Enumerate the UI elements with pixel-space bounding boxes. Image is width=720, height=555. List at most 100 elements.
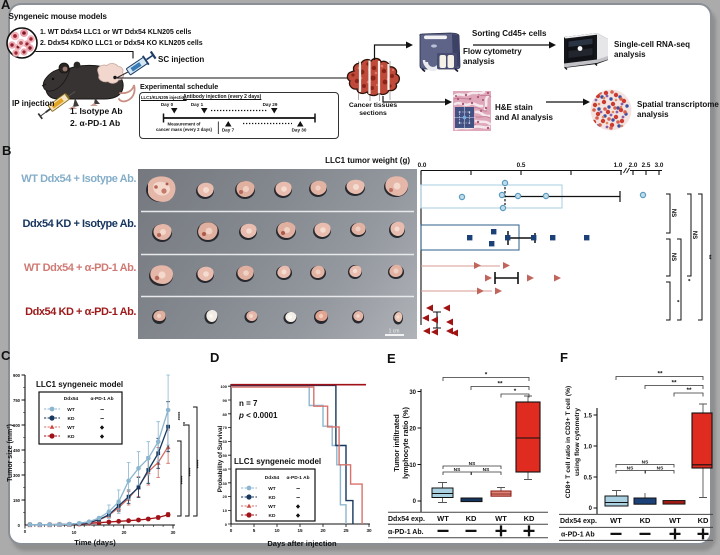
svg-text:450: 450 xyxy=(13,448,21,453)
svg-text:30: 30 xyxy=(223,481,228,486)
svg-text:****: **** xyxy=(177,476,183,485)
svg-text:**: ** xyxy=(179,422,185,427)
svg-text:NS: NS xyxy=(657,466,664,472)
svg-text:using flow cytometry: using flow cytometry xyxy=(574,408,581,476)
svg-text:Ddx54: Ddx54 xyxy=(265,475,280,481)
svg-text:30: 30 xyxy=(409,390,416,396)
svg-text:****: **** xyxy=(193,460,199,469)
svg-text:LLC1 syngeneic model: LLC1 syngeneic model xyxy=(234,457,321,466)
svg-text:150: 150 xyxy=(13,498,21,503)
svg-text:0: 0 xyxy=(24,529,27,534)
svg-text:Time (days): Time (days) xyxy=(74,538,116,547)
svg-text:NS: NS xyxy=(670,253,676,261)
svg-text:WT: WT xyxy=(610,516,622,525)
svg-text:1.0: 1.0 xyxy=(614,162,623,169)
svg-text:0: 0 xyxy=(413,499,417,505)
svg-text:10: 10 xyxy=(72,530,77,535)
svg-text:0: 0 xyxy=(589,506,593,512)
svg-text:NS: NS xyxy=(454,467,461,473)
svg-text:2.5: 2.5 xyxy=(642,162,651,169)
svg-text:Day 30: Day 30 xyxy=(292,128,307,133)
svg-text:1.0: 1.0 xyxy=(584,445,593,451)
svg-text:**: ** xyxy=(657,371,663,378)
svg-text:NS: NS xyxy=(691,231,697,239)
svg-text:0.5: 0.5 xyxy=(584,476,593,482)
svg-text:Ddx54: Ddx54 xyxy=(64,396,79,402)
svg-text:NS: NS xyxy=(627,466,634,472)
svg-text:20: 20 xyxy=(223,494,228,499)
svg-text:3.0: 3.0 xyxy=(655,162,664,169)
svg-text:30: 30 xyxy=(171,530,176,535)
svg-text:900: 900 xyxy=(13,373,21,378)
svg-text:0: 0 xyxy=(18,523,21,528)
svg-text:30: 30 xyxy=(366,528,372,533)
svg-text:−: − xyxy=(296,486,300,493)
svg-text:**: ** xyxy=(705,255,711,260)
svg-text:KD: KD xyxy=(640,516,651,525)
svg-text:**: ** xyxy=(671,380,677,387)
svg-text:50: 50 xyxy=(223,453,228,458)
svg-text:lymphocyte ratio (%): lymphocyte ratio (%) xyxy=(401,407,410,479)
svg-text:**: ** xyxy=(686,387,692,394)
svg-text:Days after injection: Days after injection xyxy=(267,539,337,548)
svg-text:**: ** xyxy=(497,381,503,388)
svg-text:Day 7: Day 7 xyxy=(222,128,235,133)
svg-text:****: **** xyxy=(185,468,191,477)
svg-text:80: 80 xyxy=(223,412,228,417)
svg-text:10: 10 xyxy=(409,463,416,469)
svg-text:α-PD-1 Ab.: α-PD-1 Ab. xyxy=(388,529,424,536)
svg-text:Day 1: Day 1 xyxy=(191,102,204,107)
svg-text:Day 29: Day 29 xyxy=(263,102,278,107)
svg-text:KD: KD xyxy=(68,434,75,440)
svg-text:WT: WT xyxy=(268,486,276,492)
svg-text:600: 600 xyxy=(13,423,21,428)
svg-text:KD: KD xyxy=(524,514,535,523)
svg-text:*: * xyxy=(684,279,690,282)
svg-text:0.0: 0.0 xyxy=(418,162,427,169)
svg-text:−: − xyxy=(100,416,104,423)
svg-text:1.5: 1.5 xyxy=(584,414,593,420)
svg-text:750: 750 xyxy=(13,398,21,403)
svg-text:p < 0.0001: p < 0.0001 xyxy=(238,411,278,420)
svg-text:Ddx54 exp.: Ddx54 exp. xyxy=(560,518,597,525)
svg-text:Probability of Survival: Probability of Survival xyxy=(217,426,224,493)
svg-text:NS: NS xyxy=(642,460,649,466)
svg-text:n = 7: n = 7 xyxy=(239,399,258,408)
svg-text:CD8+ T cell ratio in CD3+ T ce: CD8+ T cell ratio in CD3+ T cell (%) xyxy=(565,386,572,499)
svg-text:−: − xyxy=(100,407,104,414)
svg-text:20: 20 xyxy=(409,427,416,433)
svg-text:−: − xyxy=(296,495,300,502)
svg-text:0: 0 xyxy=(230,528,233,533)
svg-text:70: 70 xyxy=(223,425,228,430)
svg-text:****: **** xyxy=(174,412,180,421)
svg-text:NS: NS xyxy=(483,467,490,473)
svg-text:α-PD-1 Ab: α-PD-1 Ab xyxy=(90,396,113,402)
svg-text:20: 20 xyxy=(320,528,326,533)
svg-text:KD: KD xyxy=(68,416,75,422)
svg-text:WT: WT xyxy=(268,504,276,510)
svg-text:NS: NS xyxy=(670,209,676,217)
svg-text:0: 0 xyxy=(225,522,228,527)
svg-text:α-PD-1 Ab: α-PD-1 Ab xyxy=(286,475,309,481)
svg-text:100: 100 xyxy=(220,384,227,389)
svg-text:α-PD-1 Ab: α-PD-1 Ab xyxy=(561,532,595,539)
svg-text:KD: KD xyxy=(269,513,276,519)
svg-text:*: * xyxy=(485,372,488,379)
svg-text:5: 5 xyxy=(253,528,256,533)
svg-text:KD: KD xyxy=(698,516,709,525)
svg-text:1 cm: 1 cm xyxy=(389,329,400,335)
svg-text:15: 15 xyxy=(297,528,303,533)
svg-text:Measurement of: Measurement of xyxy=(168,122,202,127)
svg-text:WT: WT xyxy=(67,425,75,431)
svg-text:Tumor infiltrated: Tumor infiltrated xyxy=(392,414,401,471)
svg-text:10: 10 xyxy=(274,528,280,533)
svg-text:KD: KD xyxy=(466,514,477,523)
svg-text:KD: KD xyxy=(269,495,276,501)
svg-text:Ddx54 exp.: Ddx54 exp. xyxy=(388,516,425,523)
svg-text:20: 20 xyxy=(122,530,127,535)
svg-text:WT: WT xyxy=(495,514,507,523)
svg-text:cancer mass (every 2 days): cancer mass (every 2 days) xyxy=(156,127,212,132)
svg-text:Tumor size (mm³): Tumor size (mm³) xyxy=(7,424,14,482)
svg-text:25: 25 xyxy=(343,528,349,533)
svg-text:300: 300 xyxy=(13,473,21,478)
